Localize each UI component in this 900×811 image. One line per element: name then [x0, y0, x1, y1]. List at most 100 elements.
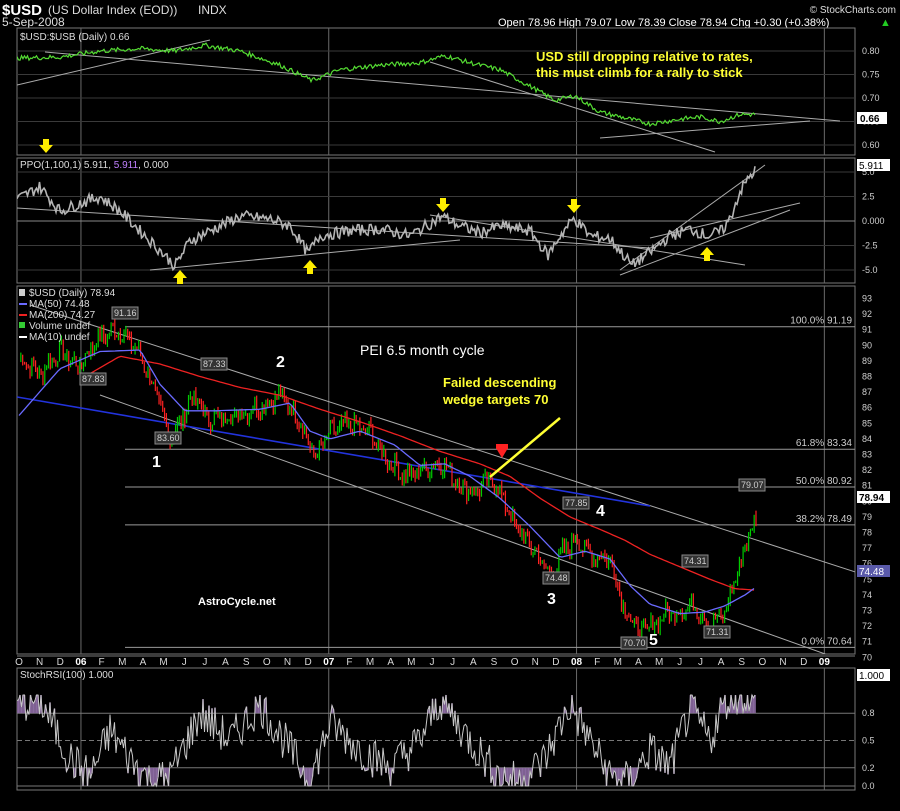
- price-tick: 81: [862, 481, 872, 491]
- ratio-tick: 0.75: [862, 70, 880, 80]
- price-last-value: 78.94: [859, 493, 884, 504]
- cycle-annotation: PEI 6.5 month cycle: [360, 342, 485, 358]
- x-tick-label: J: [202, 657, 207, 668]
- ma200-line: [84, 355, 755, 591]
- x-tick-label: D: [800, 657, 807, 668]
- price-tick: 73: [862, 606, 872, 616]
- x-tick-label: 08: [571, 657, 583, 668]
- ratio-tick: 0.60: [862, 140, 880, 150]
- price-last-box: [857, 491, 890, 503]
- wave-2-label: 2: [276, 354, 285, 371]
- stoch-tick: 0.2: [862, 763, 875, 773]
- price-tick: 93: [862, 294, 872, 304]
- x-tick-label: 09: [819, 657, 831, 668]
- wedge-annotation-line2: wedge targets 70: [442, 392, 549, 407]
- ma-last-box: [857, 565, 890, 577]
- fib-labels: 100.0% 91.19 61.8% 83.34 50.0% 80.92 38.2% …: [790, 316, 852, 648]
- price-tick: 77: [862, 543, 872, 553]
- stoch-tick: 0.8: [862, 708, 875, 718]
- yellow-up-arrow-icon: [700, 247, 714, 261]
- ppo-panel: [17, 164, 801, 276]
- ppo-last-box: [857, 159, 890, 171]
- callout-7070: 70.70: [623, 638, 646, 648]
- x-tick-label: D: [304, 657, 311, 668]
- x-tick-label: O: [759, 657, 767, 668]
- stoch-legend: StochRSI(100) 1.000: [20, 670, 114, 681]
- yellow-down-arrow-icon: [39, 139, 53, 153]
- ppo-line: [17, 166, 756, 272]
- stoch-panel-frame: [16, 667, 856, 791]
- yellow-down-arrow-icon: [567, 199, 581, 213]
- price-tick: 70: [862, 652, 872, 662]
- ppo-trendlines: [17, 164, 801, 276]
- price-legend-ma50: MA(50) 74.48: [29, 299, 90, 310]
- x-tick-label: J: [450, 657, 455, 668]
- price-panel: [17, 304, 855, 654]
- wedge-annotation-line1: Failed descending: [443, 375, 556, 390]
- yellow-down-arrow-icon: [436, 198, 450, 212]
- x-tick-label: M: [366, 657, 374, 668]
- x-tick-label: F: [346, 657, 352, 668]
- fib-label: 38.2% 78.49: [796, 514, 853, 525]
- stoch-tick: 0.5: [862, 736, 875, 746]
- x-tick-label: A: [387, 657, 394, 668]
- price-tick: 89: [862, 356, 872, 366]
- wave-5-label: 5: [649, 632, 658, 649]
- ratio-annotation-line1: USD still dropping relative to rates,: [536, 49, 753, 64]
- ppo-tick: 0.000: [862, 216, 885, 226]
- x-tick-label: M: [118, 657, 126, 668]
- callout-9116: 91.16: [114, 308, 137, 318]
- ppo-last-value: 5.911: [859, 161, 884, 172]
- x-axis: O N D 06 F M A M J J A S O N D 07 F M A M J J A S O N D 08 F M A M J J A S O…: [15, 655, 855, 668]
- ratio-line: [17, 42, 756, 128]
- callout-8733: 87.33: [203, 359, 226, 369]
- stockcharts-watermark: © StockCharts.com: [810, 5, 896, 16]
- stoch-panel: [17, 693, 756, 788]
- y-axes: 0.800.750.700.650.605.02.50.000-2.5-5.09…: [862, 46, 885, 791]
- price-tick: 76: [862, 559, 872, 569]
- ma50-line: [18, 349, 755, 615]
- stoch-last-value: 1.000: [859, 671, 884, 682]
- ratio-last-value: 0.66: [860, 114, 880, 125]
- x-tick-label: M: [159, 657, 167, 668]
- price-tick: 87: [862, 387, 872, 397]
- x-tick-label: A: [635, 657, 642, 668]
- yellow-up-arrow-icon: [173, 270, 187, 284]
- astrocycle-watermark: AstroCycle.net: [198, 596, 276, 608]
- stoch-tick: 0.0: [862, 781, 875, 791]
- callout-7785: 77.85: [565, 498, 588, 508]
- fib-label: 50.0% 80.92: [796, 476, 853, 487]
- price-tick: 85: [862, 418, 872, 428]
- fib-label: 61.8% 83.34: [796, 438, 853, 449]
- ppo-tick: 2.5: [862, 192, 875, 202]
- ppo-legend-a: PPO(1,100,1) 5.911, 5.911, 0.000: [20, 160, 169, 171]
- red-arrow-stem: [496, 444, 508, 449]
- ppo-cycle-arrows: [39, 139, 714, 284]
- price-tick: 74: [862, 590, 872, 600]
- ratio-panel-frame: [16, 27, 856, 156]
- fib-lines: [125, 326, 855, 648]
- x-tick-label: 06: [75, 657, 87, 668]
- price-legend-volume: Volume undef: [29, 321, 90, 332]
- price-tick: 84: [862, 434, 872, 444]
- x-tick-label: D: [552, 657, 559, 668]
- chart-date: 5-Sep-2008: [2, 15, 65, 29]
- ratio-annotation-line2: this must climb for a rally to stick: [536, 65, 743, 80]
- x-tick-label: O: [511, 657, 519, 668]
- price-candles: [20, 319, 757, 642]
- callout-7131: 71.31: [706, 627, 729, 637]
- x-tick-label: A: [140, 657, 147, 668]
- grid-lines: [17, 28, 855, 790]
- stoch-line: [17, 693, 756, 788]
- fib-label: 0.0% 70.64: [801, 636, 852, 647]
- ppo-tick: -5.0: [862, 265, 878, 275]
- blue-trendline: [17, 396, 651, 507]
- price-legend: $USD (Daily) 78.94 MA(50) 74.48 MA(200) …: [19, 288, 116, 343]
- x-tick-label: S: [491, 657, 498, 668]
- price-tick: 88: [862, 372, 872, 382]
- chart-title-symbol: $USD: [2, 2, 42, 19]
- callout-8783: 87.83: [82, 374, 105, 384]
- x-tick-label: J: [182, 657, 187, 668]
